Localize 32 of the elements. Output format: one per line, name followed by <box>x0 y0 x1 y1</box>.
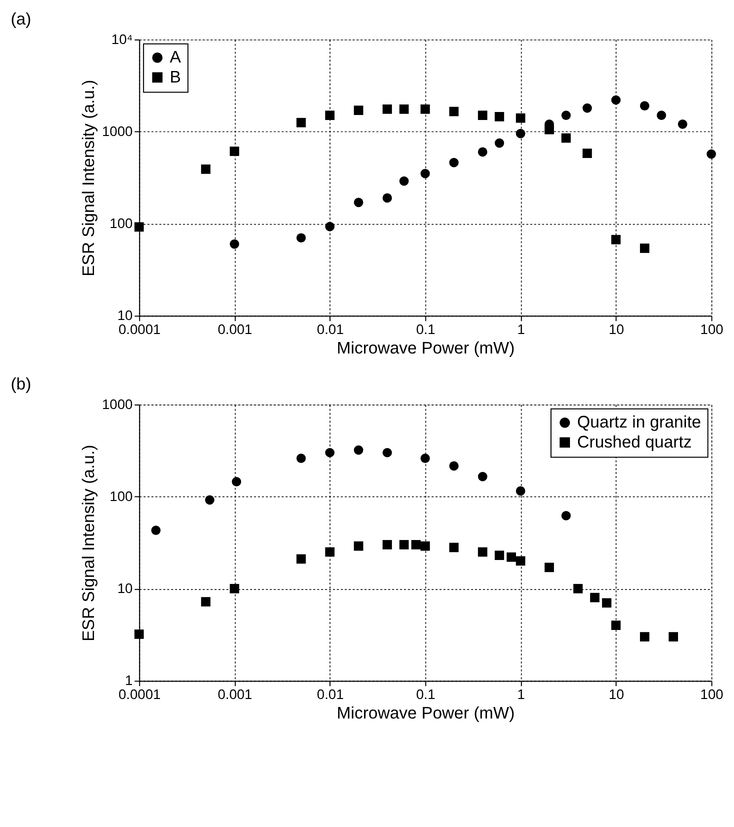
y-tick-label: 100 <box>110 488 134 504</box>
legend-label: Crushed quartz <box>577 432 692 452</box>
x-tick-label: 0.1 <box>416 320 436 337</box>
x-tick-label: 0.0001 <box>118 320 161 337</box>
x-tick-label: 100 <box>700 686 724 702</box>
chart-title: (b) <box>10 374 32 394</box>
x-tick-label: 10 <box>608 686 624 702</box>
legend-label: Quartz in granite <box>577 412 702 432</box>
y-axis-title: ESR Signal Intensity (a.u.) <box>79 80 98 276</box>
x-axis-title: Microwave Power (mW) <box>336 704 515 723</box>
x-axis-title: Microwave Power (mW) <box>336 338 515 358</box>
x-tick-label: 100 <box>700 320 724 337</box>
y-tick-label: 10 <box>117 307 134 324</box>
x-tick-label: 0.0001 <box>118 686 161 702</box>
legend-label: B <box>170 67 181 86</box>
y-tick-label: 1000 <box>102 122 134 139</box>
y-tick-label: 10 <box>117 580 134 596</box>
y-tick-label: 1000 <box>102 396 134 412</box>
x-tick-label: 1 <box>517 320 525 337</box>
y-axis-title: ESR Signal Intensity (a.u.) <box>79 444 98 642</box>
x-tick-label: 0.001 <box>218 320 252 337</box>
y-tick-label: 10⁴ <box>111 30 133 47</box>
x-tick-label: 0.01 <box>316 320 344 337</box>
y-tick-label: 1 <box>125 672 133 688</box>
x-tick-label: 0.001 <box>218 686 252 702</box>
legend-label: A <box>170 48 182 67</box>
x-tick-label: 1 <box>517 686 525 702</box>
x-tick-label: 0.1 <box>416 686 436 702</box>
x-tick-label: 0.01 <box>316 686 344 702</box>
y-tick-label: 100 <box>110 215 134 232</box>
x-tick-label: 10 <box>608 320 624 337</box>
chart-title: (a) <box>10 10 32 29</box>
